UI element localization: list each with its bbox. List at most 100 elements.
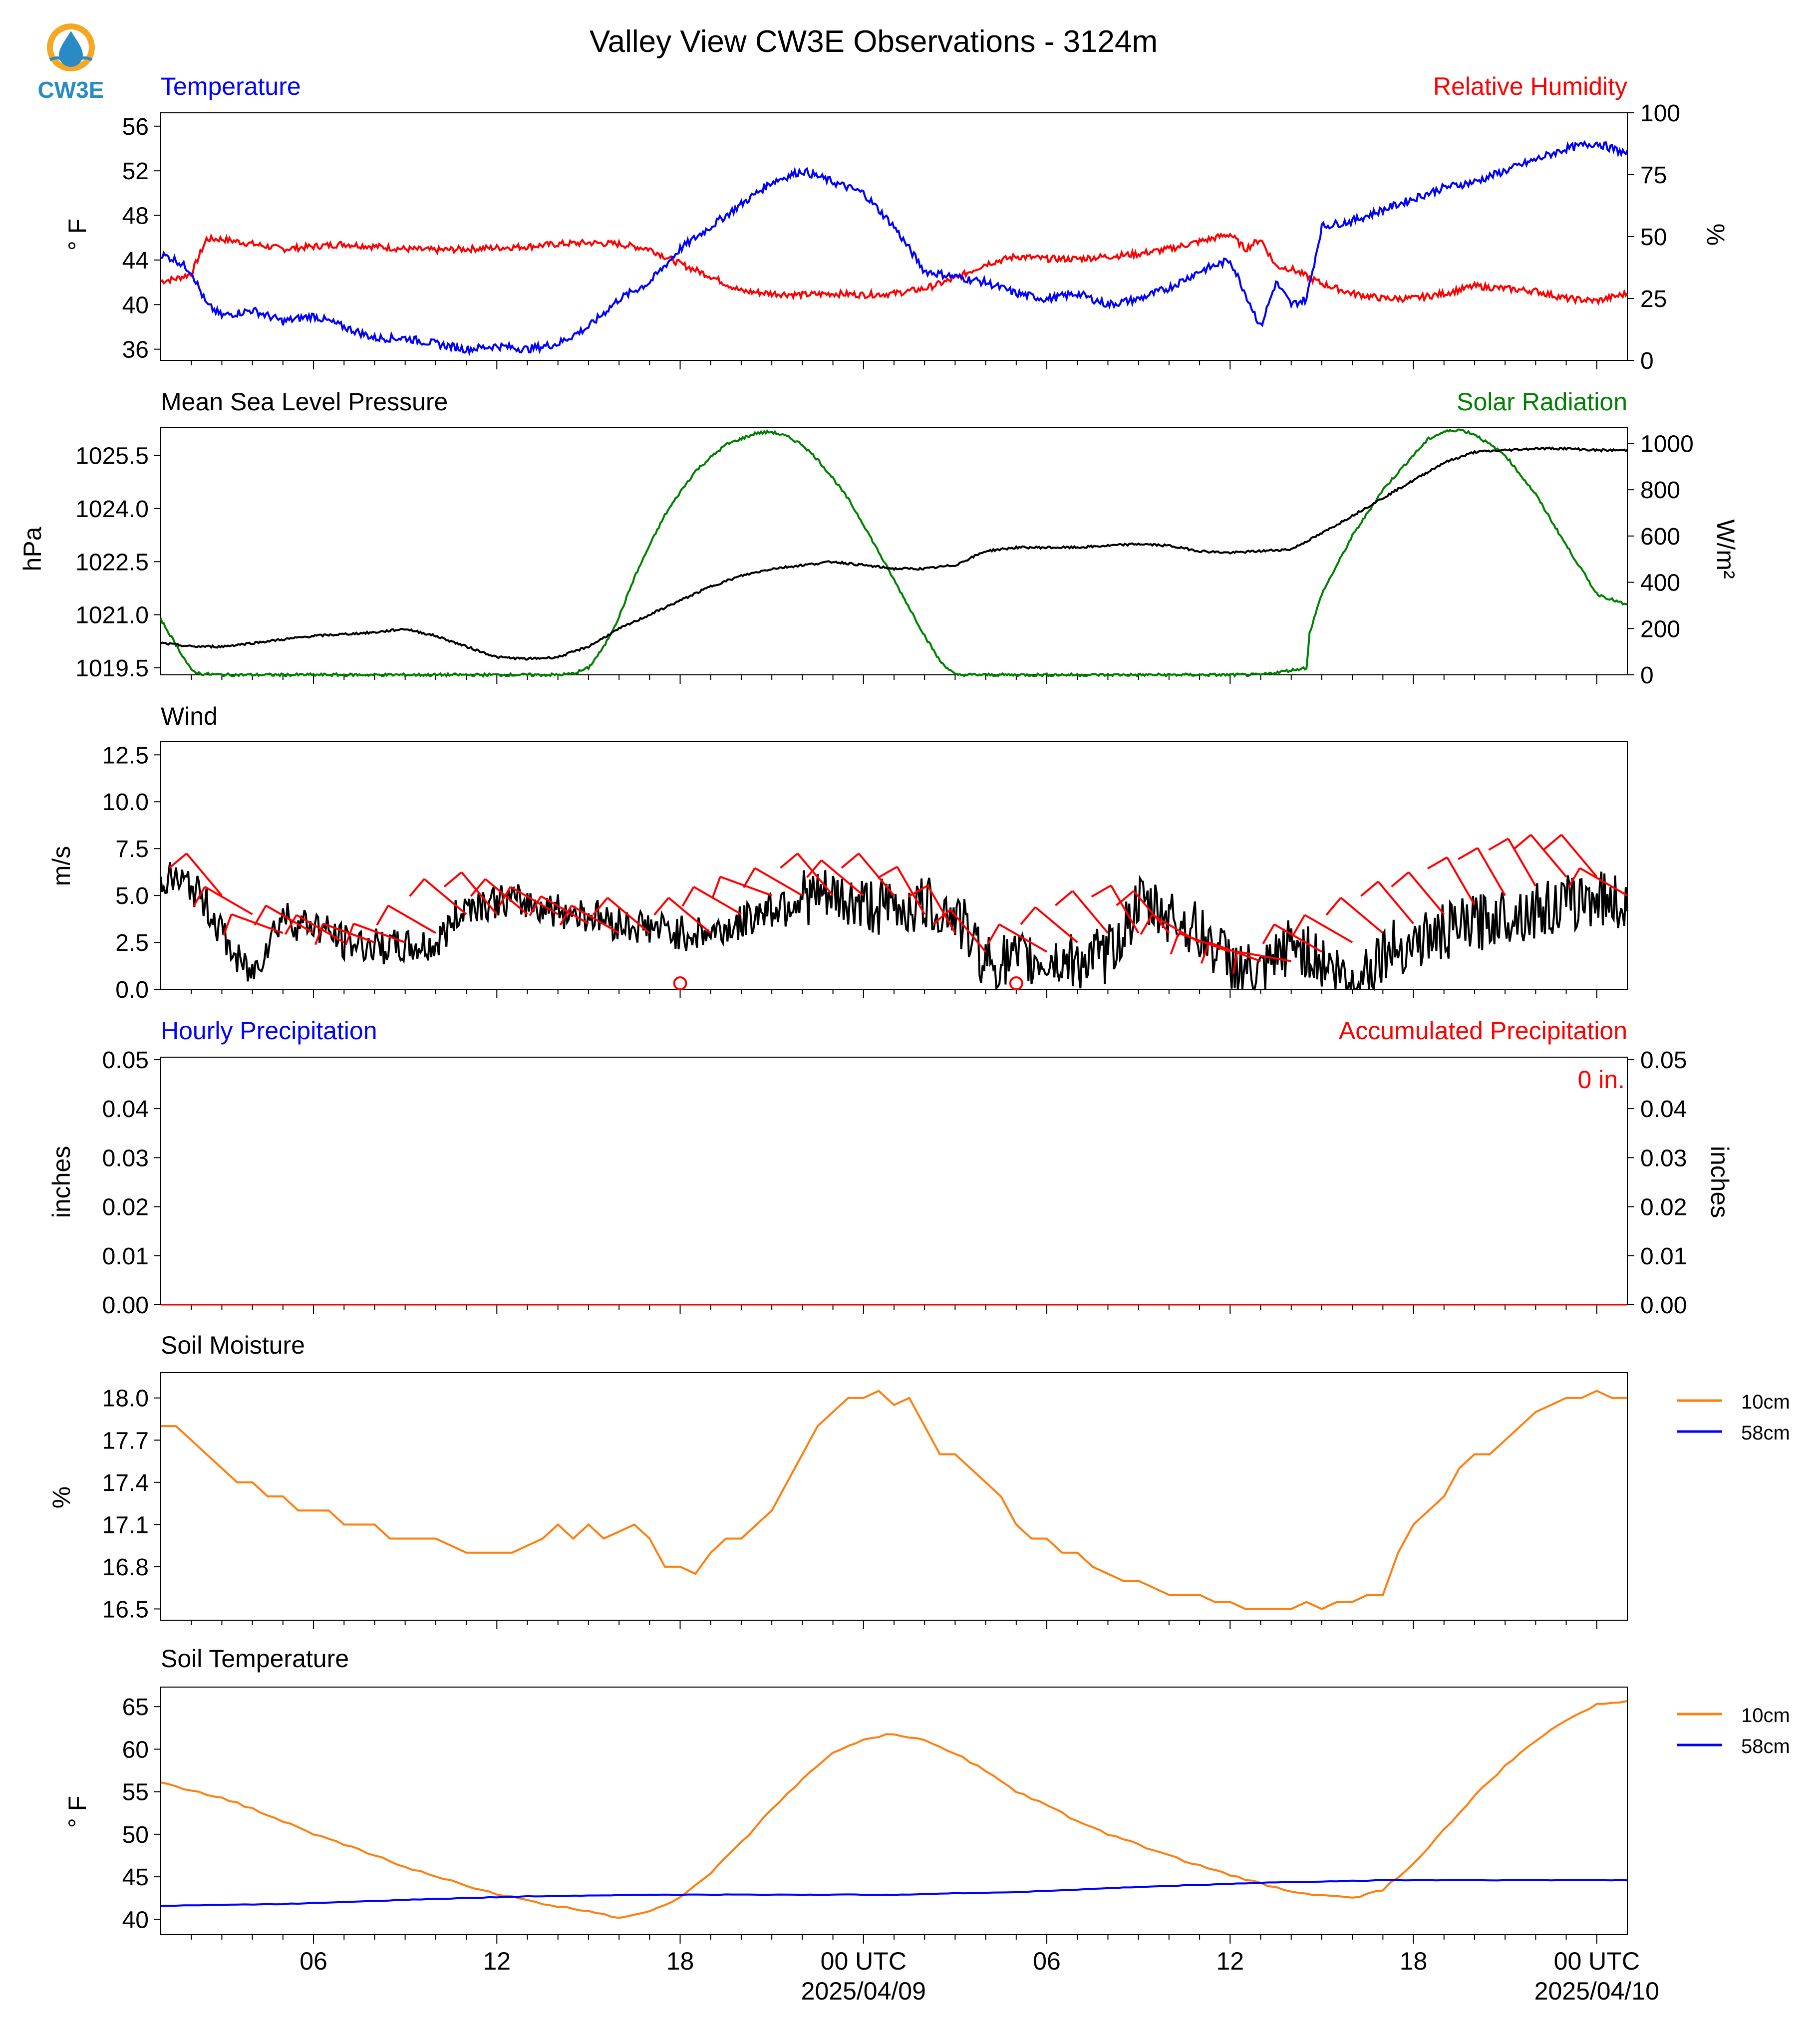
wind-barb-shaft <box>821 859 865 896</box>
wind-barb-shaft <box>896 866 925 915</box>
wind-barb-flag <box>1543 834 1562 850</box>
wind-barb-flag <box>653 897 670 916</box>
y-tick-label-left: 50 <box>122 1822 149 1848</box>
x-tick-label: 12 <box>483 1947 511 1975</box>
wind-barb-shaft <box>797 853 834 896</box>
y-tick-label-left: 60 <box>122 1737 149 1763</box>
y-tick-label-left: 10.0 <box>102 789 149 816</box>
wind-barb <box>780 853 834 896</box>
y-tick-label-left: 56 <box>122 114 149 140</box>
wind-barb-flag <box>1262 923 1275 944</box>
y-tick-label-left: 12.5 <box>102 742 149 769</box>
pressure-title: Mean Sea Level Pressure <box>161 388 448 416</box>
y-tick-label-left: 17.4 <box>102 1470 149 1496</box>
wind-barb-shaft <box>720 875 772 897</box>
wind-barb-flag <box>1458 847 1479 861</box>
y-tick-label-left: 1022.5 <box>75 549 149 576</box>
wind-barb-flag <box>711 876 721 898</box>
y-tick-label-left: 17.7 <box>102 1428 149 1454</box>
wind-barb-shaft <box>668 897 712 934</box>
wind-barb <box>1391 871 1445 915</box>
x-tick-label: 18 <box>1400 1947 1428 1975</box>
wind-barb-flag <box>806 860 823 878</box>
soil-temperature-legend: 10cm 58cm <box>1677 1705 1790 1757</box>
panel-precipitation: Hourly Precipitation Accumulated Precipi… <box>47 1017 1734 1218</box>
rh-line <box>160 232 1628 306</box>
wind-barb-shaft <box>949 909 987 953</box>
y-tick-label-left: 1021.0 <box>75 602 149 629</box>
wind-barb-shaft <box>540 895 589 925</box>
wind-barb <box>1262 923 1322 953</box>
wind-barb-shaft <box>1579 867 1628 896</box>
wind-barb <box>987 923 1048 953</box>
y-tick-label-left: 40 <box>122 1907 149 1933</box>
wind-barb-flag <box>409 878 425 897</box>
wind-barb <box>1325 897 1384 934</box>
wind-barb-flag <box>987 923 1000 944</box>
wind-barb-shaft <box>1237 950 1292 962</box>
wind-barb-shaft <box>754 867 803 896</box>
x-tick-label: 12 <box>1216 1947 1244 1975</box>
wind-barb <box>932 909 987 953</box>
wind-barb <box>1009 976 1023 990</box>
y-tick-label-left: 45 <box>122 1864 149 1891</box>
wind-barb <box>908 884 956 934</box>
wind-barb-flag <box>223 913 233 936</box>
rh-ylabel: % <box>1702 224 1730 246</box>
wind-barb-shaft <box>607 897 650 934</box>
wind-barb-flag <box>592 897 608 916</box>
wind-barb-flag <box>1325 897 1342 916</box>
wind-barb-shaft <box>693 885 742 915</box>
wind-barb <box>443 871 498 915</box>
wind-barb-shaft <box>423 878 467 915</box>
wind-barb <box>193 885 253 915</box>
wind-barb <box>1292 914 1353 943</box>
wind-barb-flag <box>908 884 928 898</box>
wind-barb-shaft <box>1110 885 1140 934</box>
accum-precip-title: Accumulated Precipitation <box>1339 1017 1627 1045</box>
wind-title: Wind <box>161 702 218 730</box>
x-tick-label: 06 <box>1033 1947 1061 1975</box>
wind-barb <box>254 904 314 934</box>
wind-barb-flag <box>1427 856 1448 869</box>
wind-barb-shaft <box>926 885 956 934</box>
y-tick-label-left: 44 <box>122 248 149 274</box>
y-tick-label-left: 0.0 <box>115 977 149 1003</box>
wind-barb-flag <box>168 853 187 869</box>
wind-barb <box>1200 941 1261 964</box>
wind-barb <box>1567 867 1628 896</box>
wind-barb-flag <box>470 878 486 897</box>
y-tick-label-left: 18.0 <box>102 1386 149 1412</box>
wind-barb-flag <box>841 853 860 869</box>
wind-barb-shaft <box>1133 890 1170 934</box>
y-tick-label-left: 7.5 <box>115 836 149 863</box>
wind-barb <box>470 878 528 915</box>
wind-barb <box>314 922 375 945</box>
wind-barb-flag <box>498 886 512 907</box>
wind-barb <box>1232 950 1292 974</box>
solar-ylabel: W/m² <box>1712 519 1740 579</box>
wind-barb-flag <box>254 905 267 926</box>
soil-temperature-ylabel: ° F <box>63 1796 91 1828</box>
y-tick-label-left: 0.02 <box>102 1194 149 1221</box>
wind-ylabel: m/s <box>47 846 75 886</box>
soil-moisture-ylabel: % <box>47 1486 75 1508</box>
legend-10cm: 10cm <box>1741 1705 1790 1727</box>
y-tick-label-right: 75 <box>1640 162 1667 189</box>
wind-barb-flag <box>1513 834 1532 850</box>
y-tick-label-left: 1024.0 <box>75 496 149 523</box>
x-tick-label: 00 UTC <box>821 1947 907 1975</box>
y-tick-label-right: 600 <box>1640 524 1680 550</box>
wind-barb <box>529 895 589 925</box>
soil-moisture-10cm-line <box>161 1390 1627 1610</box>
wind-barb-flag <box>443 871 462 887</box>
wind-barb <box>1543 834 1598 877</box>
wind-barb <box>742 867 803 896</box>
temperature-ylabel: ° F <box>63 219 91 251</box>
wind-barb-flag <box>1170 932 1180 955</box>
wind-barb <box>877 866 925 915</box>
wind-barb-shaft <box>1507 838 1537 887</box>
wind-barb-shaft <box>1178 932 1230 953</box>
wind-barb-shaft <box>1408 871 1445 915</box>
